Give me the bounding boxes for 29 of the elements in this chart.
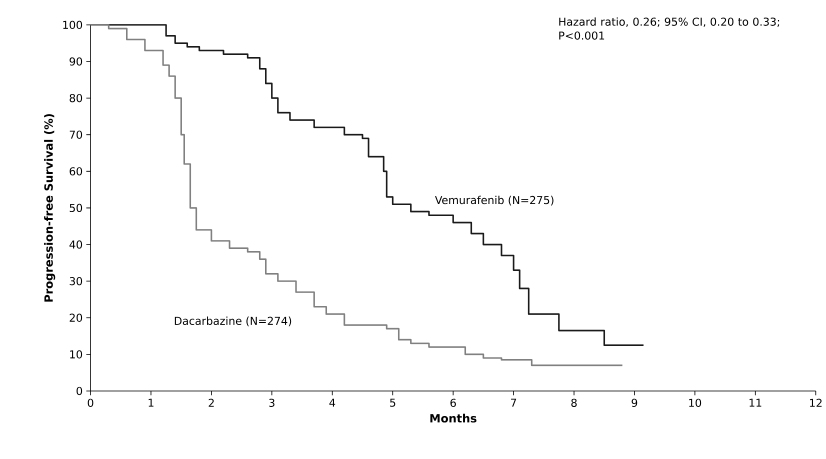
x-tick-label: 8 <box>571 398 577 408</box>
y-tick-label: 60 <box>70 167 82 176</box>
x-tick-label: 3 <box>269 398 274 408</box>
y-tick-label: 70 <box>70 130 82 140</box>
text: Dacarbazine (N=274) <box>174 316 292 326</box>
y-tick-label: 80 <box>70 94 82 102</box>
y-tick-label: 0 <box>76 387 82 396</box>
x-tick-label: 0 <box>88 398 94 408</box>
x-tick-label: 12 <box>810 398 822 407</box>
annotation: Hazard ratio, 0.26; 95% CI, 0.20 to 0.33; P<0.001 <box>559 18 780 40</box>
y-tick-label: 20 <box>70 314 82 322</box>
x-tick-label: 1 <box>148 398 154 407</box>
y-tick-label: 50 <box>70 204 82 212</box>
x-tick-label: 5 <box>390 398 396 407</box>
y-tick-label: 100 <box>63 20 82 30</box>
series-label: Vemurafenib (N=275) <box>434 196 554 206</box>
x-tick-label: 2 <box>208 398 214 407</box>
x-tick-label: 6 <box>450 398 456 408</box>
x-tick-label: 4 <box>329 398 336 407</box>
x-axis-title: Months <box>430 414 476 423</box>
x-tick-label: 7 <box>511 398 516 407</box>
x-tick-label: 11 <box>750 398 762 407</box>
y-axis-title: Progression-free Survival (%) <box>44 114 56 302</box>
y-tick-label: 40 <box>69 240 82 249</box>
y-tick-label: 30 <box>70 277 82 286</box>
y-tick-label: 90 <box>70 58 82 66</box>
x-tick-label: 9 <box>632 398 638 408</box>
x-tick-label: 10 <box>689 398 702 408</box>
y-tick-label: 10 <box>70 350 82 359</box>
